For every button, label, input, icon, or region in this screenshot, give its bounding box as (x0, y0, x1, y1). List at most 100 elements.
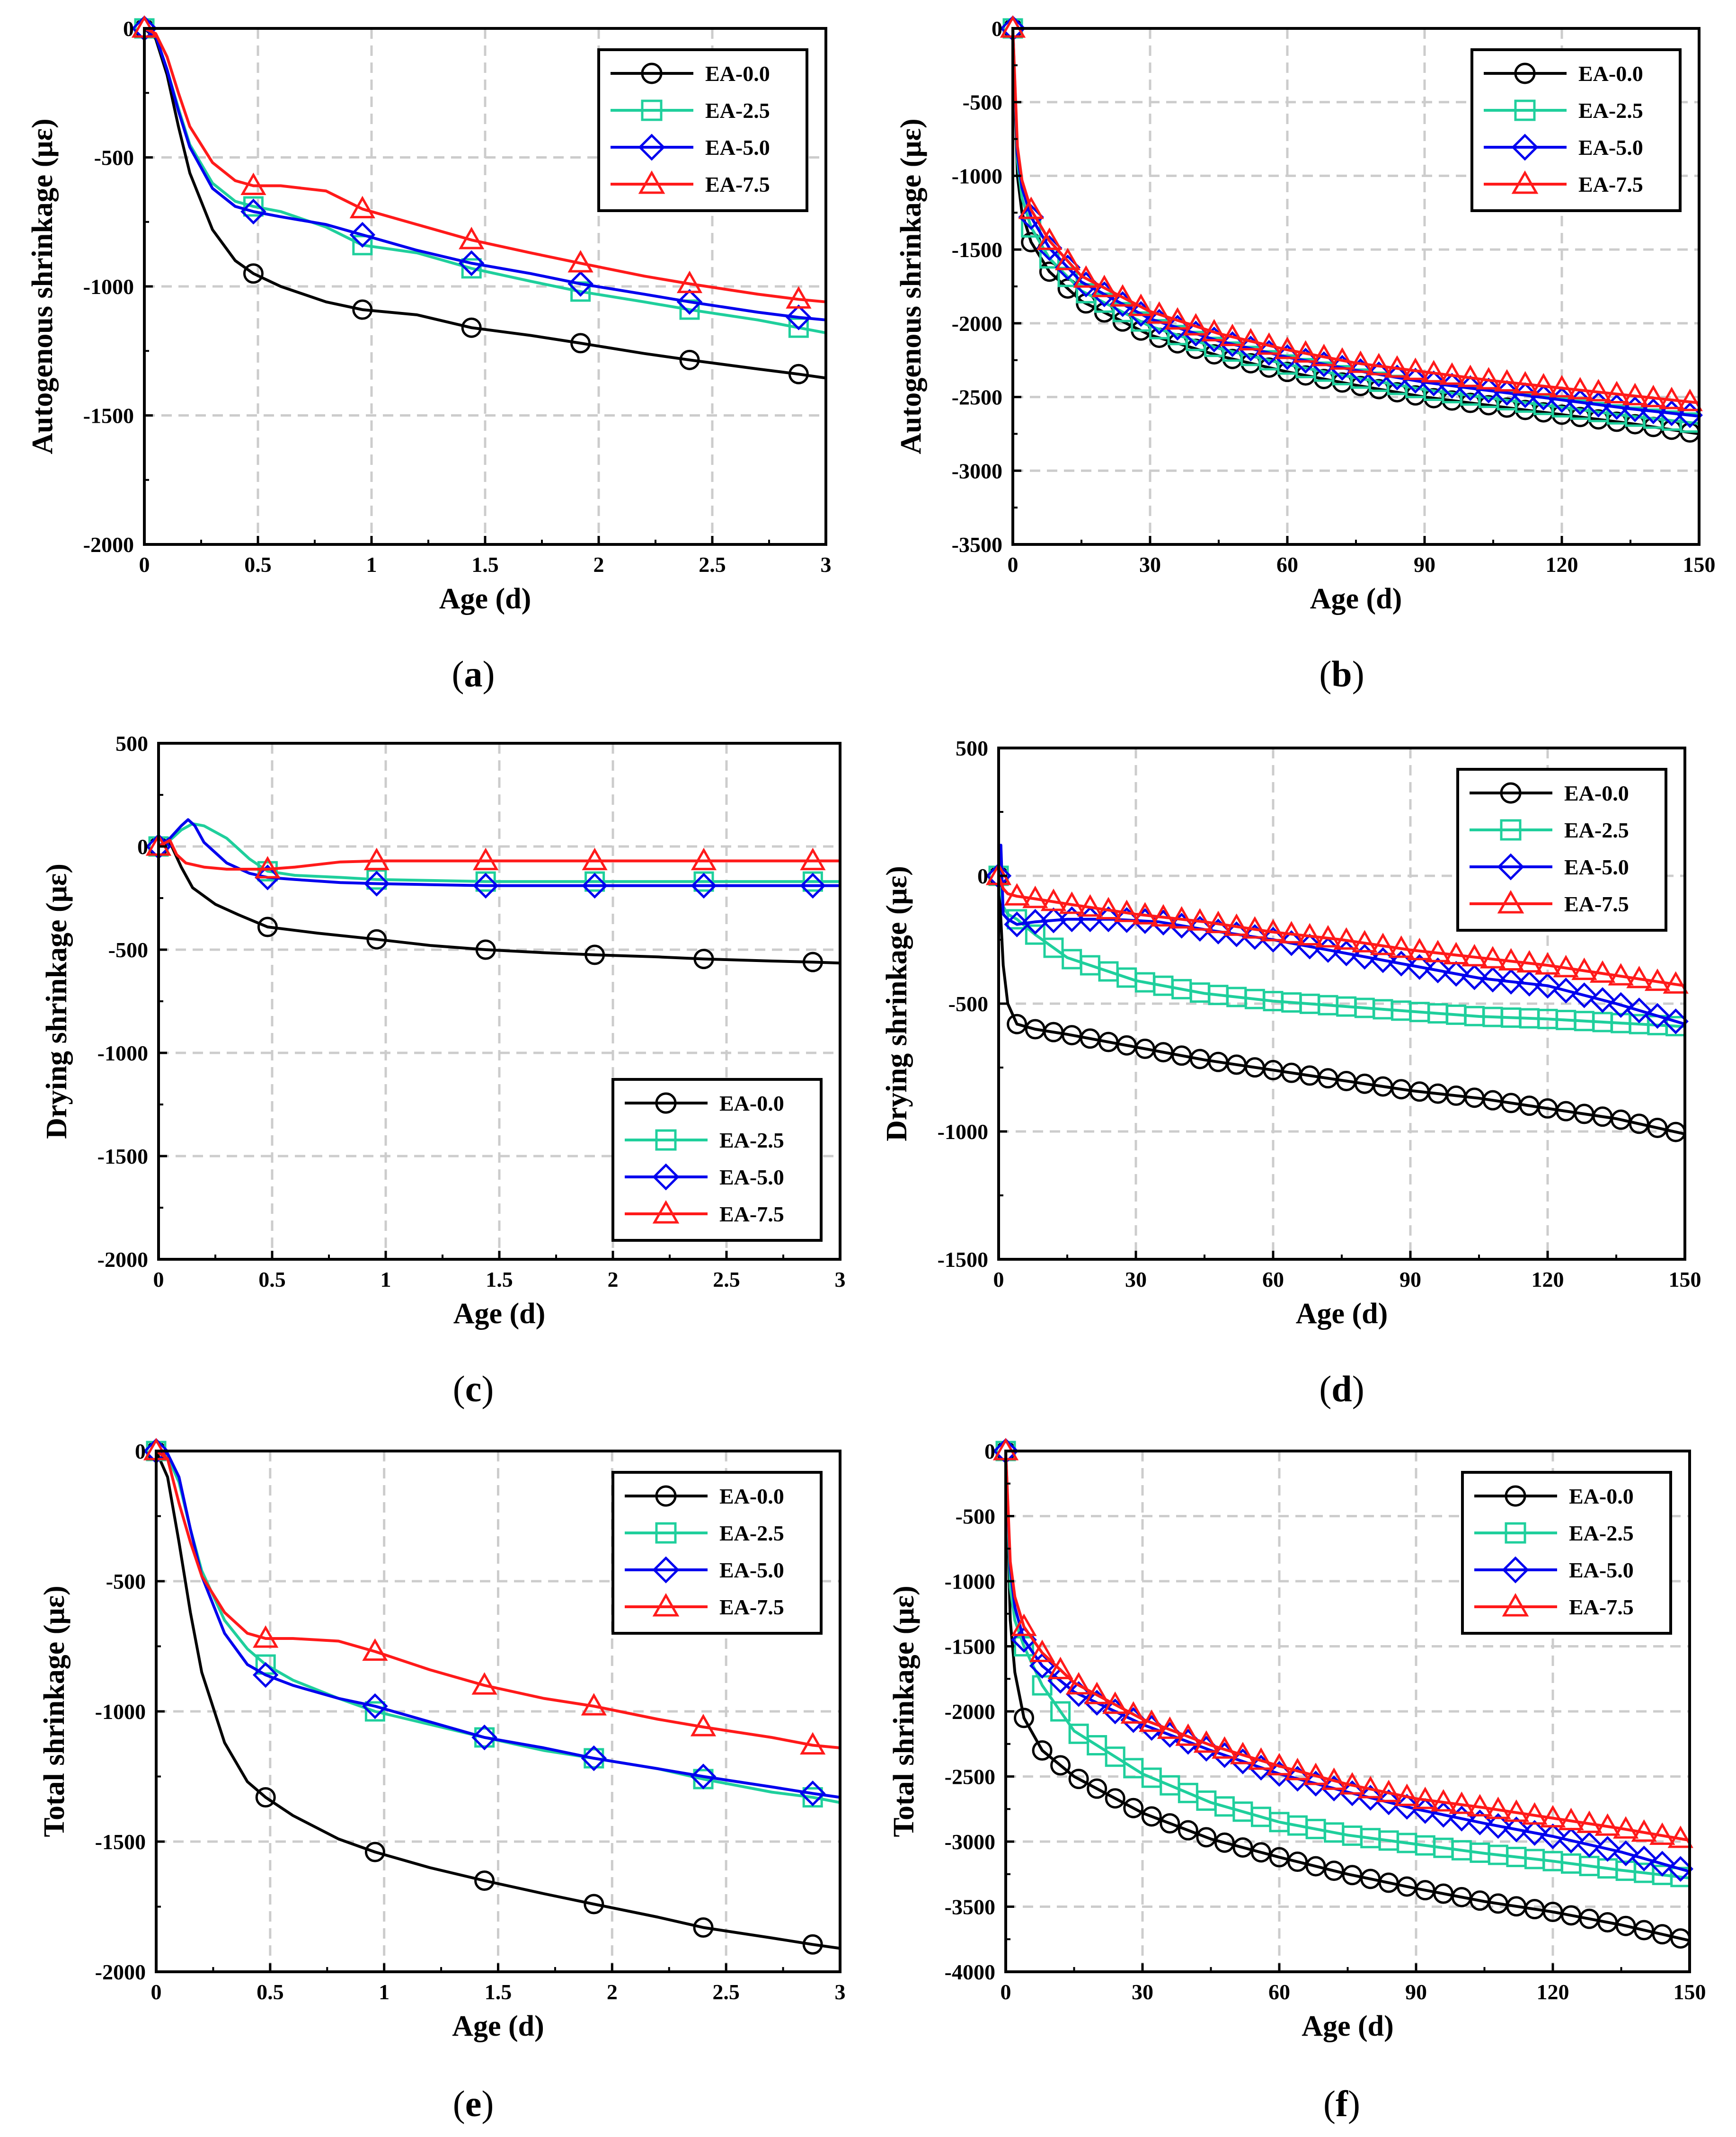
data-point (1549, 375, 1575, 398)
data-point (1449, 1791, 1475, 1814)
data-point (461, 317, 482, 338)
data-point (676, 270, 703, 294)
data-point (1589, 987, 1616, 1013)
data-point (802, 871, 823, 892)
data-point (1644, 968, 1671, 991)
data-point (1622, 383, 1648, 406)
legend-marker (638, 170, 665, 194)
x-tick-label: 2 (608, 1267, 619, 1291)
data-point (1007, 1014, 1027, 1034)
data-point (1178, 1820, 1198, 1841)
legend-item: EA-5.0 (611, 134, 770, 161)
data-point (1059, 891, 1085, 914)
data-point (364, 1701, 385, 1722)
caption-letter: c (465, 1368, 482, 1409)
data-point (1043, 937, 1064, 958)
data-point (1212, 1736, 1238, 1759)
data-point (240, 172, 266, 196)
data-point (786, 286, 812, 309)
caption-letter: f (1336, 2083, 1348, 2124)
y-tick-label: 0 (137, 835, 148, 859)
data-point (1522, 1802, 1548, 1825)
data-point (1321, 1767, 1347, 1790)
ticks: 0 30 60 90 120 150 0 -500 -1000 -1500 -2000 -2500 -3… (952, 17, 1716, 577)
data-point (1014, 1708, 1035, 1728)
data-point (1558, 1827, 1584, 1854)
y-axis-title: Autogenous shrinkage (με) (27, 118, 59, 454)
data-point (679, 349, 700, 370)
legend-label: EA-2.5 (719, 1128, 784, 1152)
data-point (585, 944, 605, 965)
legend-marker (655, 1092, 677, 1114)
data-point (582, 873, 608, 899)
data-point (1169, 906, 1195, 929)
y-axis-title: Total shrinkage (με) (888, 1585, 920, 1837)
y-tick-label: 0 (984, 1439, 995, 1463)
data-point (475, 939, 496, 960)
x-tick-label: 150 (1669, 1267, 1701, 1291)
series-line (158, 818, 840, 887)
y-tick-label: -500 (106, 1569, 146, 1594)
legend-item: EA-5.0 (1474, 1556, 1634, 1584)
y-tick-label: -500 (963, 90, 1002, 115)
data-point (1394, 1783, 1420, 1806)
legend-label: EA-0.0 (719, 1091, 784, 1115)
ticks: 0 30 60 90 120 150 0 -500 -1000 -1500 -2000 -2500 -3… (945, 1439, 1706, 2004)
legend-label: EA-5.0 (719, 1165, 784, 1189)
legend-label: EA-5.0 (705, 135, 770, 160)
caption-letter: d (1331, 1368, 1352, 1409)
data-point (1534, 972, 1561, 999)
x-tick-label: 0.5 (244, 552, 272, 577)
y-tick-label: -1000 (95, 1700, 146, 1724)
data-point (1667, 1825, 1693, 1848)
x-tick-label: 150 (1674, 1980, 1706, 2004)
data-point (1603, 381, 1630, 403)
data-point (1095, 897, 1122, 919)
data-point (1068, 1769, 1089, 1790)
legend-marker (655, 1485, 677, 1507)
data-point (1626, 965, 1652, 988)
data-point (1293, 340, 1319, 363)
data-point (1040, 888, 1067, 911)
legend-box (597, 48, 808, 212)
y-axis-title: Drying shrinkage (με) (881, 866, 913, 1141)
x-tick-label: 60 (1262, 1267, 1284, 1291)
series-line (143, 27, 826, 321)
data-point (690, 1714, 717, 1736)
data-point (1284, 1757, 1311, 1781)
data-point (459, 227, 485, 249)
y-tick-label: -2500 (945, 1765, 995, 1789)
caption-paren-open: ( (452, 653, 464, 695)
legend-label: EA-0.0 (1564, 781, 1629, 805)
data-point (474, 1870, 495, 1891)
data-point (1128, 294, 1154, 316)
legend-item: EA-2.5 (611, 98, 770, 123)
data-point (1457, 365, 1483, 387)
data-point (1553, 954, 1579, 978)
legend-marker (1514, 62, 1536, 84)
data-point (1029, 1639, 1055, 1662)
data-point (1248, 1747, 1274, 1770)
data-point (1613, 1816, 1639, 1839)
panel-caption: (f) (1323, 2083, 1360, 2124)
legend-item: EA-2.5 (625, 1521, 784, 1545)
data-point (1266, 1753, 1293, 1776)
data-point (1214, 1832, 1235, 1853)
data-point (1120, 1701, 1146, 1724)
legend-item: EA-5.0 (1484, 134, 1643, 161)
x-axis-title: Age (d) (1310, 583, 1402, 615)
data-point (1105, 1746, 1125, 1767)
x-tick-label: 1.5 (471, 552, 499, 577)
data-point (1376, 1780, 1402, 1802)
data-point (1032, 1740, 1053, 1761)
x-tick-label: 0 (139, 552, 150, 577)
x-tick-label: 30 (1139, 552, 1161, 577)
legend-item: EA-7.5 (1470, 890, 1629, 916)
legend-marker (1500, 819, 1522, 841)
data-point (1036, 227, 1063, 250)
legend-marker (1502, 1593, 1529, 1617)
data-point (362, 1638, 388, 1661)
data-point (1640, 384, 1666, 408)
data-point (1160, 1813, 1180, 1834)
data-point (1366, 353, 1392, 375)
